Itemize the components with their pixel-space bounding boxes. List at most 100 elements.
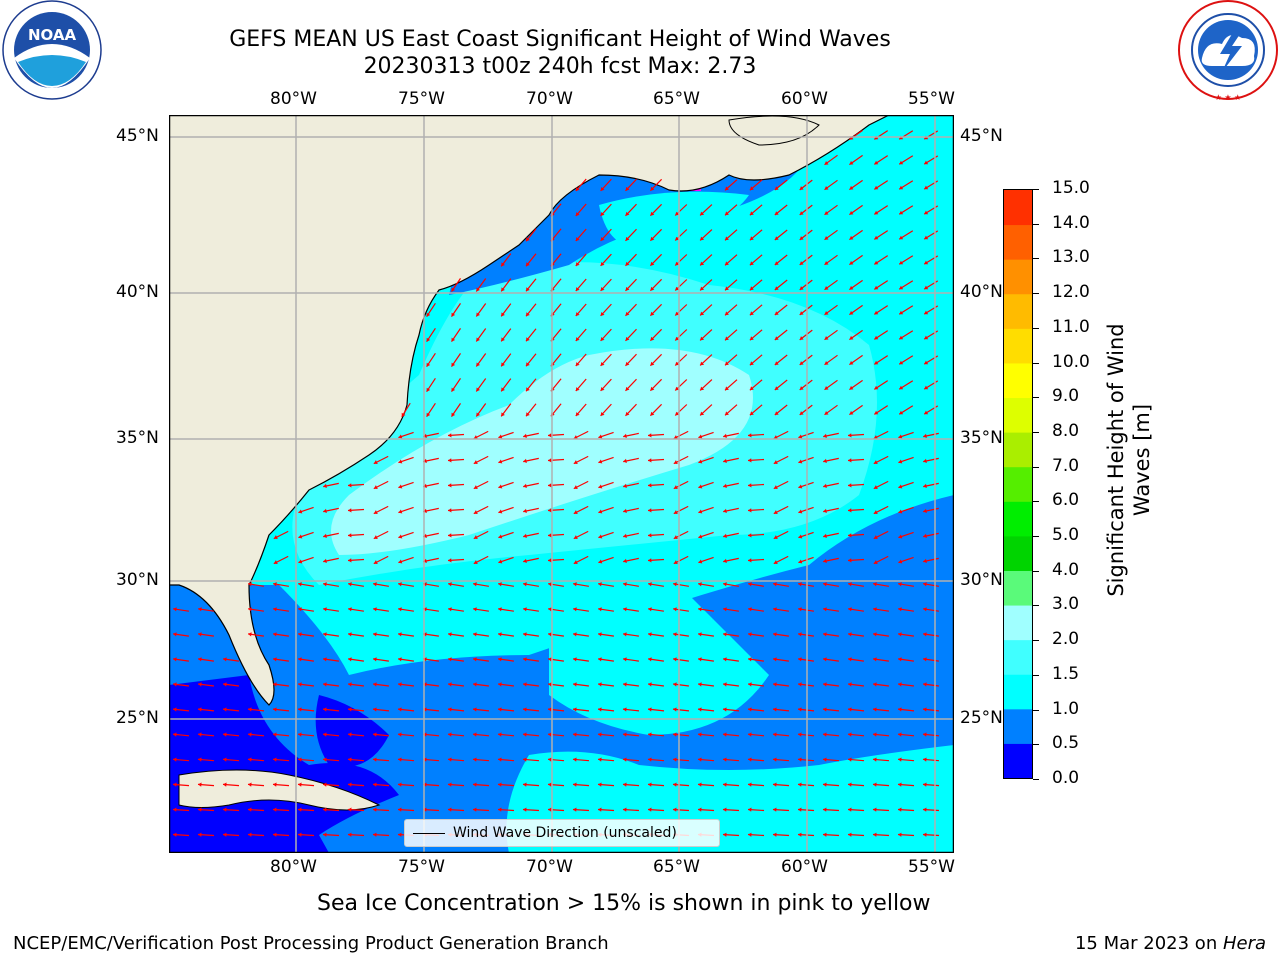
wave-direction-arrowhead — [924, 410, 929, 415]
wave-direction-arrowhead — [648, 458, 652, 463]
lat-tick-right: 40°N — [960, 282, 1003, 302]
wave-direction-arrowhead — [223, 757, 227, 762]
wave-direction-arrowhead — [675, 386, 680, 391]
wave-direction-arrowhead — [873, 435, 878, 439]
wave-direction-arrowhead — [198, 832, 202, 837]
wave-direction-arrowhead — [598, 732, 602, 737]
lon-tick-bottom: 75°W — [398, 857, 445, 877]
wave-direction-arrowhead — [823, 657, 827, 662]
wave-direction-arrowhead — [398, 582, 402, 587]
lon-tick-bottom: 60°W — [781, 857, 828, 877]
wave-direction-arrowhead — [348, 807, 352, 812]
wave-direction-arrowhead — [848, 782, 852, 787]
wave-direction-arrowhead — [848, 732, 852, 737]
wave-direction-arrowhead — [798, 807, 802, 812]
wave-direction-arrowhead — [398, 757, 402, 762]
wave-direction-arrowhead — [498, 707, 502, 712]
wave-direction-arrowhead — [648, 657, 652, 662]
wave-direction-arrowhead — [673, 435, 678, 439]
wave-direction-arrowhead — [598, 782, 602, 787]
wave-direction-arrowhead — [548, 458, 552, 463]
wave-direction-arrowhead — [725, 411, 729, 416]
map-canvas — [168, 114, 955, 854]
wave-direction-arrowhead — [548, 483, 552, 488]
wave-direction-arrowhead — [323, 782, 327, 787]
wave-direction-arrowhead — [898, 484, 903, 489]
wave-direction-arrowhead — [526, 262, 530, 267]
wave-direction-arrowhead — [273, 632, 277, 637]
wave-direction-arrowhead — [849, 385, 854, 390]
colorbar-segment — [1004, 224, 1032, 260]
wave-direction-arrowhead — [923, 607, 927, 612]
wave-direction-arrowhead — [323, 832, 327, 837]
wave-direction-arrowhead — [548, 607, 552, 612]
wave-direction-arrowhead — [673, 485, 678, 489]
wave-direction-arrowhead — [848, 657, 852, 662]
wave-direction-arrowhead — [848, 458, 852, 463]
colorbar-segment — [1004, 743, 1032, 778]
wave-direction-arrowhead — [798, 682, 802, 687]
wave-direction-arrowhead — [323, 657, 327, 662]
wave-direction-arrowhead — [373, 657, 377, 662]
wave-direction-arrowhead — [849, 260, 854, 265]
wave-direction-arrowhead — [451, 362, 456, 367]
wave-direction-arrowhead — [248, 757, 252, 762]
wave-direction-arrowhead — [323, 757, 327, 762]
wave-direction-arrowhead — [426, 337, 431, 342]
wave-direction-arrowhead — [600, 337, 605, 341]
wave-direction-arrowhead — [348, 757, 352, 762]
wave-direction-arrowhead — [298, 559, 303, 564]
wave-direction-arrowhead — [798, 559, 803, 564]
wave-direction-arrowhead — [398, 832, 402, 837]
wave-direction-arrowhead — [498, 559, 503, 564]
colorbar-tick-mark — [1033, 362, 1039, 364]
wave-direction-arrowhead — [698, 534, 703, 539]
wave-direction-arrowhead — [799, 336, 804, 340]
wave-direction-arrowhead — [473, 757, 477, 762]
wave-direction-arrowhead — [273, 607, 277, 612]
lat-tick-left: 45°N — [116, 126, 159, 146]
colorbar-tick-label: 14.0 — [1052, 212, 1090, 233]
wave-direction-arrowhead — [873, 757, 877, 762]
wave-direction-arrowhead — [723, 458, 727, 463]
wave-direction-arrowhead — [448, 782, 452, 787]
wave-direction-arrowhead — [625, 361, 630, 366]
wave-direction-arrowhead — [473, 632, 477, 637]
wave-direction-arrowhead — [650, 186, 655, 191]
wave-direction-arrowhead — [675, 211, 680, 216]
wave-direction-arrowhead — [898, 607, 902, 612]
wave-direction-arrowhead — [625, 336, 630, 341]
wave-direction-arrowhead — [423, 732, 427, 737]
wave-direction-arrowhead — [373, 732, 377, 737]
wave-direction-arrowhead — [725, 386, 729, 391]
wave-direction-arrowhead — [673, 560, 678, 564]
wave-direction-arrowhead — [451, 387, 456, 392]
wave-direction-arrowhead — [823, 607, 827, 612]
wave-direction-arrowhead — [526, 387, 530, 392]
lat-tick-right: 30°N — [960, 570, 1003, 590]
wave-direction-arrowhead — [526, 287, 530, 292]
wave-direction-arrowhead — [198, 732, 202, 737]
colorbar-segment — [1004, 570, 1032, 606]
wave-direction-arrowhead — [548, 682, 552, 687]
wave-direction-arrowhead — [398, 509, 403, 514]
wave-direction-arrowhead — [898, 682, 902, 687]
wave-direction-arrowhead — [698, 757, 702, 762]
footer-right: 15 Mar 2023 on Hera — [1074, 933, 1266, 954]
lon-tick-top: 80°W — [270, 89, 317, 109]
wave-direction-arrowhead — [774, 361, 779, 365]
wave-direction-arrowhead — [723, 757, 727, 762]
wave-direction-arrowhead — [498, 534, 503, 539]
wave-direction-arrowhead — [773, 632, 777, 637]
wave-direction-arrowhead — [448, 483, 452, 488]
colorbar-segment — [1004, 501, 1032, 537]
wave-direction-arrowhead — [173, 632, 177, 637]
wave-direction-arrowhead — [924, 260, 929, 265]
wave-direction-arrowhead — [523, 807, 527, 812]
wave-direction-arrowhead — [523, 508, 527, 513]
wave-direction-arrowhead — [725, 236, 729, 241]
wave-direction-arrowhead — [923, 807, 927, 812]
wave-direction-arrowhead — [924, 160, 929, 165]
wave-direction-arrowhead — [198, 657, 202, 662]
lat-tick-left: 30°N — [116, 570, 159, 590]
